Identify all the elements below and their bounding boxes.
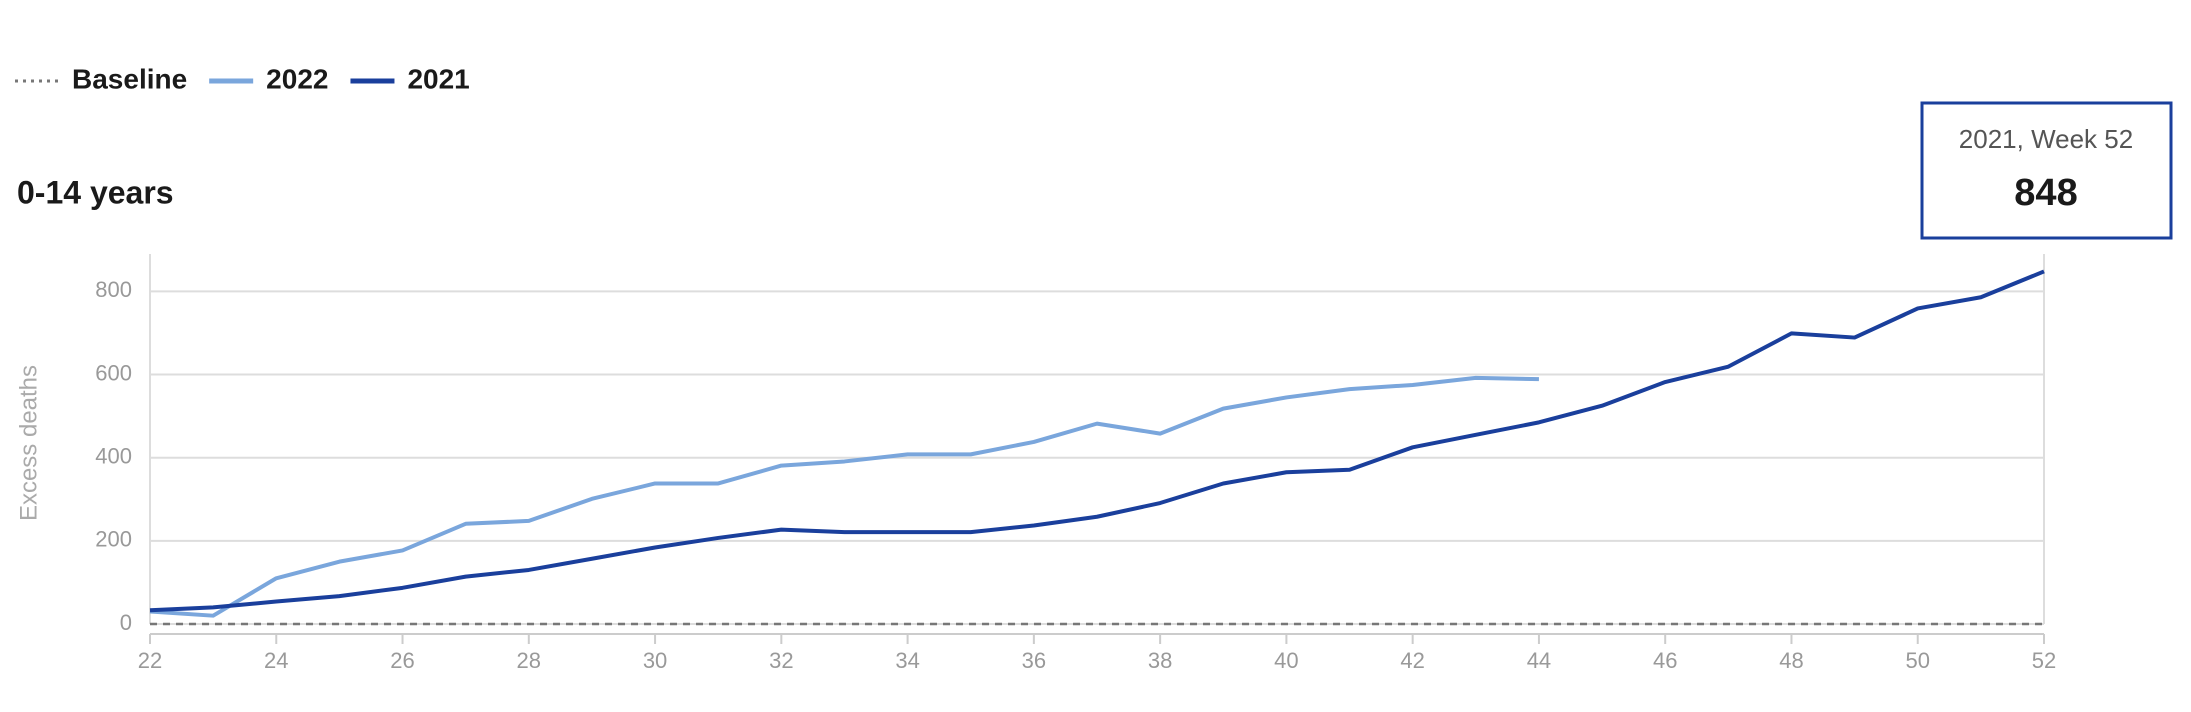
legend-label: 2021	[407, 63, 469, 94]
series-line	[149, 375, 1539, 618]
y-axis-label: Excess deaths	[15, 365, 42, 521]
x-tick-label: 52	[2032, 648, 2056, 673]
x-tick-label: 50	[1905, 648, 1929, 673]
y-tick-label: 800	[95, 277, 132, 302]
y-tick-label: 600	[95, 360, 132, 385]
x-tick-label: 40	[1274, 648, 1298, 673]
y-tick-label: 0	[120, 610, 132, 635]
x-tick-label: 46	[1653, 648, 1677, 673]
x-tick-label: 42	[1400, 648, 1424, 673]
x-tick-label: 26	[390, 648, 414, 673]
legend-label: 2022	[266, 63, 328, 94]
tooltip-box	[1920, 101, 2173, 240]
x-tick-label: 32	[769, 648, 793, 673]
legend-label: Baseline	[72, 63, 187, 94]
x-tick-label: 22	[138, 648, 162, 673]
chart-title: 0-14 years	[17, 174, 174, 210]
x-tick-label: 24	[264, 648, 288, 673]
x-tick-label: 44	[1527, 648, 1551, 673]
y-tick-label: 400	[95, 444, 132, 469]
tooltip-value: 848	[2014, 172, 2077, 214]
x-tick-label: 34	[895, 648, 919, 673]
x-tick-label: 30	[643, 648, 667, 673]
x-tick-label: 38	[1148, 648, 1172, 673]
y-tick-label: 200	[95, 527, 132, 552]
tooltip-title: 2021, Week 52	[1959, 124, 2133, 154]
x-tick-label: 48	[1779, 648, 1803, 673]
x-tick-label: 28	[517, 648, 541, 673]
x-tick-label: 36	[1022, 648, 1046, 673]
series-line	[149, 269, 2045, 613]
